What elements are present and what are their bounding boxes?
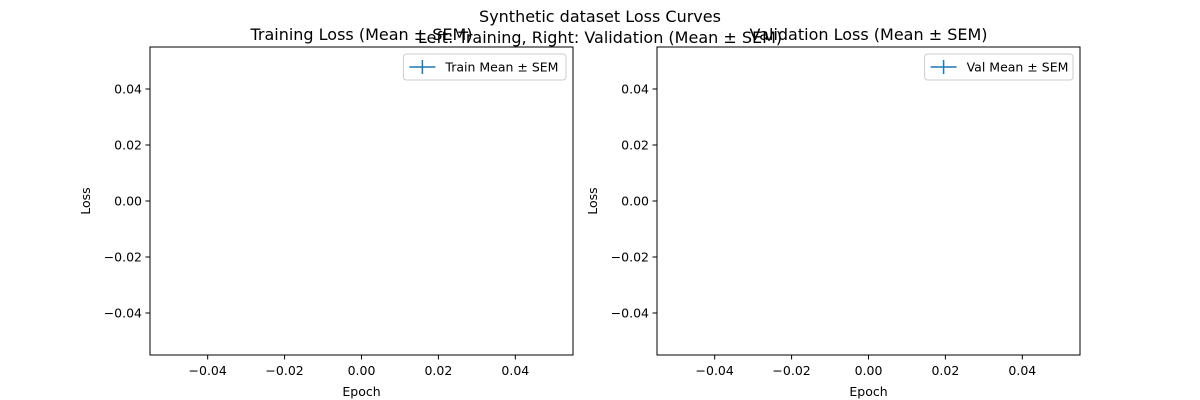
validation-x-tick-label: 0.02	[931, 363, 959, 378]
figure-suptitle-line-1: Synthetic dataset Loss Curves	[479, 7, 721, 26]
figure-suptitle-line-2: Left: Training, Right: Validation (Mean …	[418, 28, 782, 47]
validation-axes-frame	[656, 46, 1081, 356]
training-x-tick-label: 0.04	[501, 363, 529, 378]
training-x-axis-label: Epoch	[342, 384, 380, 399]
validation-x-tick-label: 0.00	[855, 363, 883, 378]
validation-legend-label: Val Mean ± SEM	[967, 60, 1069, 75]
training-axes-title: Training Loss (Mean ± SEM)	[249, 25, 472, 44]
training-y-axis-label: Loss	[78, 187, 93, 214]
validation-legend-box	[924, 53, 1074, 81]
validation-y-tick-label: −0.04	[611, 306, 649, 321]
validation-y-tick-label: 0.00	[621, 194, 649, 209]
training-axes: Training Loss (Mean ± SEM) −0.04 −0.02 0.00…	[78, 25, 574, 399]
training-legend-label: Train Mean ± SEM	[444, 60, 558, 75]
training-y-tick-label: 0.00	[114, 194, 142, 209]
training-x-tick-label: 0.02	[424, 363, 452, 378]
validation-axes-title: Validation Loss (Mean ± SEM)	[750, 25, 988, 44]
training-x-tick-label: −0.04	[189, 363, 227, 378]
training-y-tick-label: −0.04	[104, 306, 142, 321]
validation-y-tick-label: 0.04	[621, 82, 649, 97]
validation-y-tick-label: 0.02	[621, 138, 649, 153]
training-x-tick-label: −0.02	[265, 363, 303, 378]
validation-x-tick-label: −0.02	[772, 363, 810, 378]
training-y-tick-label: 0.04	[114, 82, 142, 97]
validation-y-axis-label: Loss	[585, 187, 600, 214]
training-legend-box	[402, 53, 567, 81]
training-y-tick-label: −0.02	[104, 250, 142, 265]
training-axes-frame	[149, 46, 574, 356]
training-x-tick-label: 0.00	[348, 363, 376, 378]
validation-x-tick-label: 0.04	[1008, 363, 1036, 378]
validation-axes: Validation Loss (Mean ± SEM) −0.04 −0.02 0.…	[585, 25, 1081, 399]
validation-x-tick-label: −0.04	[696, 363, 734, 378]
validation-y-tick-label: −0.02	[611, 250, 649, 265]
training-y-tick-label: 0.02	[114, 138, 142, 153]
validation-x-axis-label: Epoch	[849, 384, 887, 399]
